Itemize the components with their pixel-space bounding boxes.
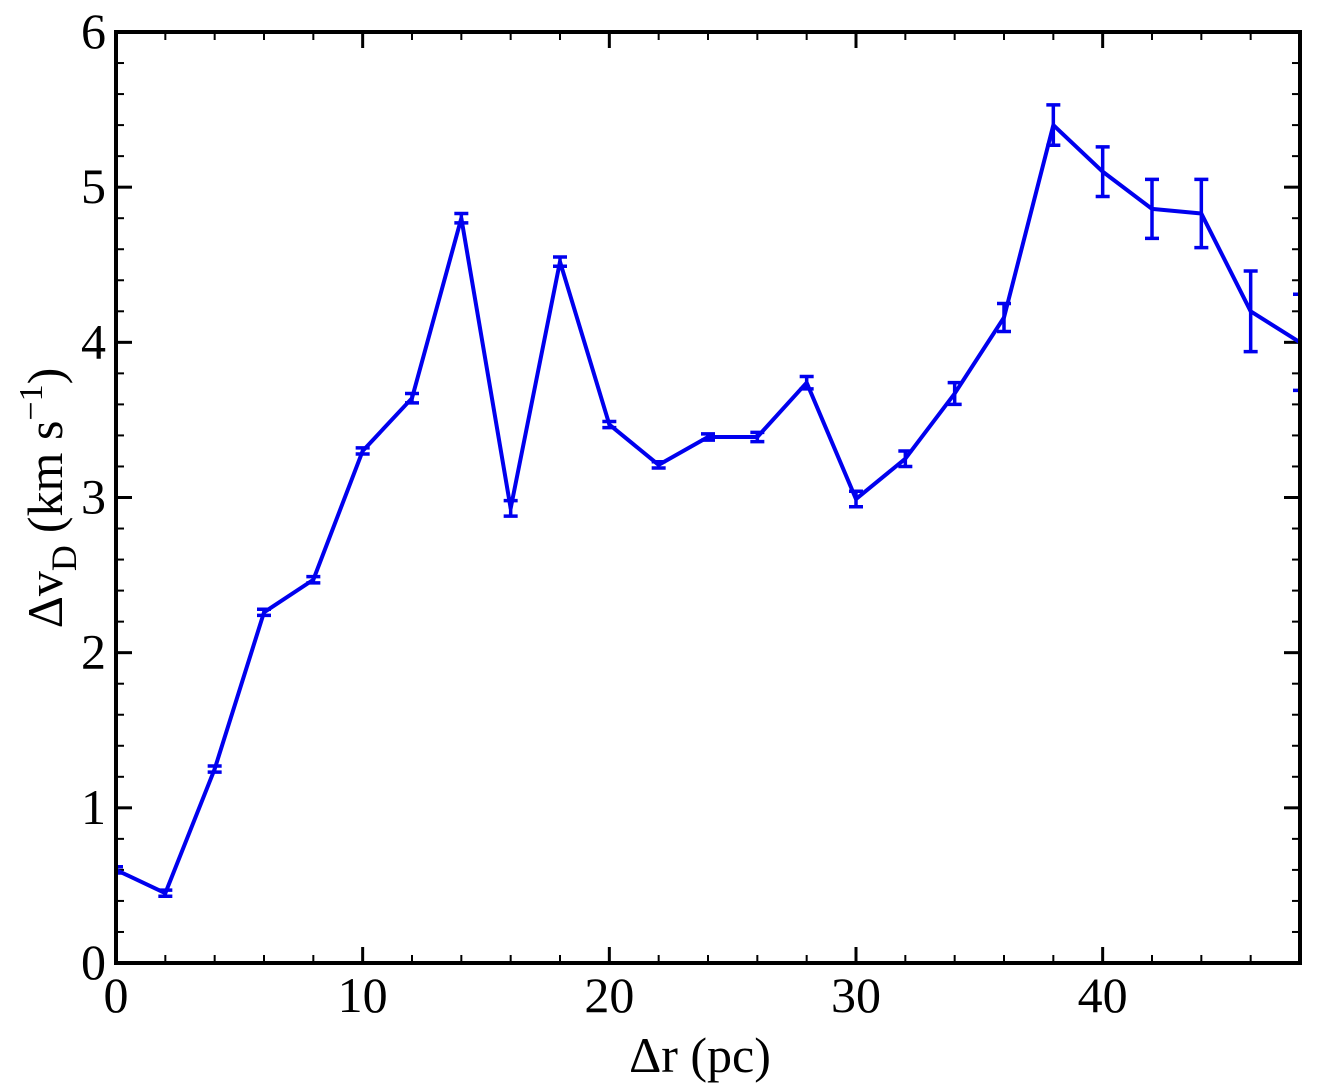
- error-bar: [947, 380, 962, 407]
- x-tick-label: 10: [338, 967, 388, 1023]
- y-tick-label: 5: [81, 158, 106, 214]
- error-bar: [1095, 145, 1110, 199]
- x-axis-label: Δr (pc): [629, 1027, 771, 1083]
- error-bar: [849, 489, 863, 509]
- error-bar: [701, 432, 715, 442]
- error-bar: [1046, 103, 1061, 148]
- y-label-close: ): [17, 368, 73, 385]
- y-label-unit: (km s: [17, 421, 73, 534]
- y-tick-label: 1: [81, 779, 106, 835]
- error-bar: [405, 391, 419, 405]
- x-tick-label: 30: [831, 967, 881, 1023]
- error-bar: [355, 446, 370, 456]
- error-bar: [602, 419, 617, 430]
- y-tick-label: 6: [81, 3, 106, 59]
- error-bar: [651, 460, 666, 470]
- error-bar: [207, 764, 222, 774]
- error-bar: [1194, 177, 1209, 250]
- error-bar: [997, 301, 1011, 334]
- error-bar: [750, 430, 765, 444]
- y-tick-label: 0: [81, 934, 106, 990]
- error-bar: [898, 449, 913, 469]
- data-line: [116, 123, 1300, 896]
- error-bar: [257, 607, 271, 618]
- error-bar: [454, 211, 469, 225]
- error-bar: [306, 574, 321, 585]
- y-label-sub: D: [44, 545, 84, 571]
- y-tick-label: 2: [81, 624, 106, 680]
- y-tick-label: 4: [81, 313, 106, 369]
- error-bar: [1145, 177, 1159, 241]
- error-bar: [503, 498, 518, 518]
- error-bar: [799, 374, 814, 391]
- x-tick-label: 40: [1078, 967, 1128, 1023]
- y-label-sup: −1: [13, 384, 50, 420]
- plot-frame: [114, 30, 1302, 965]
- y-axis-label: ΔvD (km s−1): [13, 368, 84, 629]
- x-tick-label: 0: [104, 967, 129, 1023]
- error-bar: [116, 865, 123, 875]
- error-bar: [1243, 269, 1258, 354]
- y-tick-label: 3: [81, 469, 106, 525]
- x-tick-label: 20: [584, 967, 634, 1023]
- error-bar: [158, 888, 173, 899]
- error-bar: [1293, 292, 1300, 393]
- error-bar: [553, 255, 567, 269]
- y-label-main: Δv: [17, 571, 73, 628]
